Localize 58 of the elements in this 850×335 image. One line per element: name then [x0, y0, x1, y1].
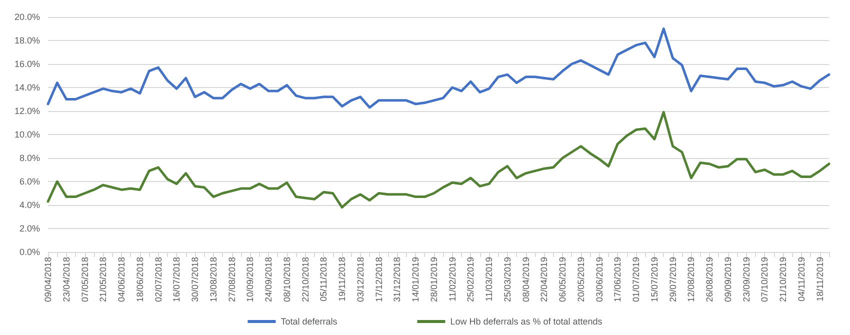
- x-tick-label: 08/04/2019: [520, 257, 531, 302]
- x-tick-label: 21/05/2018: [98, 257, 108, 302]
- x-tick-label: 08/10/2018: [282, 257, 292, 302]
- x-tick-label: 23/04/2018: [61, 257, 72, 302]
- line-series: [46, 110, 830, 209]
- line-series: [46, 28, 830, 109]
- y-tick-label: 0.0%: [19, 247, 40, 257]
- x-tick-label: 28/01/2019: [428, 257, 439, 302]
- x-tick-label: 04/06/2018: [116, 257, 127, 302]
- y-tick-label: 8.0%: [19, 153, 40, 163]
- x-tick-label: 02/07/2018: [153, 257, 164, 302]
- x-tick-label: 06/05/2019: [558, 257, 568, 302]
- x-tick-label: 25/03/2019: [502, 257, 512, 302]
- x-tick-label: 09/04/2018: [43, 257, 53, 302]
- x-tick-label: 31/12/2018: [392, 257, 402, 302]
- x-tick-label: 21/10/2019: [778, 257, 788, 302]
- y-tick-label: 6.0%: [19, 176, 40, 186]
- x-tick-label: 30/07/2018: [190, 257, 200, 302]
- x-tick-label: 16/07/2018: [172, 257, 182, 302]
- legend-label: Total deferrals: [280, 316, 338, 326]
- x-tick-label: 03/06/2019: [594, 257, 604, 302]
- x-tick-label: 04/11/2019: [796, 257, 806, 302]
- x-tick-label: 22/04/2019: [539, 257, 550, 302]
- x-tick-label: 07/10/2019: [760, 257, 770, 302]
- y-tick-label: 14.0%: [14, 82, 40, 92]
- x-tick-label: 15/07/2019: [649, 257, 660, 302]
- y-tick-label: 20.0%: [14, 12, 40, 22]
- y-tick-label: 12.0%: [14, 106, 40, 116]
- y-tick-label: 4.0%: [19, 200, 40, 210]
- x-tick-label: 29/07/2019: [668, 257, 678, 302]
- x-tick-label: 05/11/2018: [318, 257, 329, 302]
- x-tick-label: 11/03/2019: [484, 257, 494, 302]
- x-tick-label: 01/07/2019: [631, 257, 642, 302]
- x-tick-label: 18/11/2019: [814, 257, 825, 302]
- x-tick-label: 17/12/2018: [374, 257, 384, 302]
- x-tick-label: 03/12/2018: [355, 257, 366, 302]
- y-tick-label: 2.0%: [19, 224, 40, 234]
- x-tick-label: 25/02/2019: [466, 257, 476, 302]
- legend-label: Low Hb deferrals as % of total attends: [450, 316, 603, 326]
- x-tick-label: 11/02/2019: [447, 257, 458, 302]
- x-tick-label: 09/09/2019: [722, 257, 733, 302]
- x-tick-label: 12/08/2019: [686, 257, 696, 302]
- x-tick-label: 14/01/2019: [410, 257, 421, 302]
- x-tick-label: 18/06/2018: [134, 257, 145, 302]
- x-tick-label: 17/06/2019: [612, 257, 623, 302]
- x-tick-label: 13/08/2018: [208, 257, 218, 302]
- x-tick-label: 07/05/2018: [80, 257, 90, 302]
- x-tick-label: 26/08/2019: [704, 257, 715, 302]
- x-tick-label: 10/09/2018: [245, 257, 256, 302]
- x-tick-label: 22/10/2018: [300, 257, 310, 302]
- x-tick-label: 27/08/2018: [226, 257, 237, 302]
- x-tick-label: 20/05/2019: [576, 257, 586, 302]
- x-tick-label: 24/09/2018: [264, 257, 274, 302]
- y-tick-label: 16.0%: [14, 59, 40, 69]
- x-tick-label: 23/09/2019: [741, 257, 752, 302]
- y-tick-label: 18.0%: [14, 36, 40, 46]
- x-tick-label: 19/11/2018: [337, 257, 348, 302]
- y-tick-label: 10.0%: [14, 130, 40, 140]
